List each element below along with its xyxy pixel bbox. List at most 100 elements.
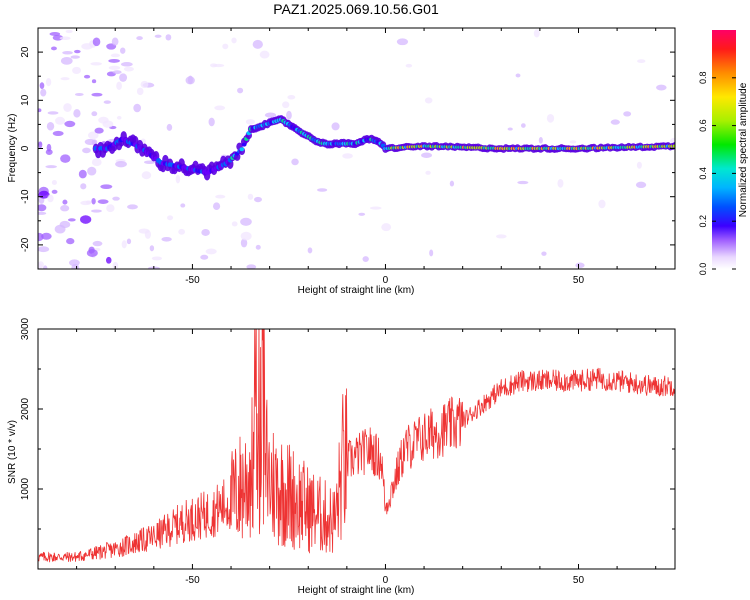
spectrogram-ridge-core <box>239 147 245 152</box>
spectrogram-speckle <box>98 116 109 124</box>
spectrogram-speckle <box>201 228 210 236</box>
spectrogram-speckle <box>175 174 181 184</box>
spectrogram-speckle <box>291 158 299 166</box>
spectrogram-speckle <box>60 205 70 212</box>
spectrogram-speckle <box>254 196 262 203</box>
spectrogram-speckle <box>38 246 50 253</box>
spectrogram-speckle <box>161 236 172 242</box>
spectrogram-speckle <box>105 256 112 264</box>
colorbar-tick-label: 0.2 <box>698 215 708 228</box>
colorbar-tick-label: 0.8 <box>698 72 708 85</box>
spectrogram-speckle <box>100 184 113 189</box>
snr-line <box>38 329 675 563</box>
snr-xtick-label: -50 <box>185 575 200 586</box>
spectrogram-speckle <box>91 92 103 97</box>
spectrogram-speckle <box>317 188 328 192</box>
spectrogram-speckle <box>90 62 103 66</box>
spectrogram-speckle <box>116 81 122 90</box>
spectrogram-speckle <box>91 197 96 205</box>
spectrogram-speckle <box>520 123 526 128</box>
spectrogram-speckle <box>429 249 434 257</box>
spectrogram-speckle <box>112 196 120 201</box>
spectrogram-speckle <box>396 38 409 46</box>
spectrogram-speckle <box>67 218 76 222</box>
spectrogram-speckle <box>72 66 82 74</box>
spectrogram-speckle <box>246 264 257 269</box>
colorbar: 0.0 0.2 0.4 0.6 0.8 Normalized spectral ampl… <box>698 30 749 275</box>
spectrogram-speckle <box>51 179 57 185</box>
spectrogram-speckle <box>73 109 81 118</box>
spectrogram-speckle <box>91 209 102 213</box>
spectrogram-speckle <box>286 110 292 120</box>
spectrogram-speckle <box>108 58 120 63</box>
spectrogram-speckle <box>200 254 209 260</box>
spectrogram-speckle <box>331 122 340 131</box>
spectrogram-speckle <box>64 120 76 128</box>
colorbar-tick-label: 0.4 <box>698 167 708 180</box>
spectrogram-speckle <box>81 43 93 50</box>
spectrogram-speckle <box>78 169 87 179</box>
spectrogram-speckle <box>255 244 261 250</box>
colorbar-gradient <box>712 30 736 269</box>
spectrogram-speckle <box>623 111 632 117</box>
spectrogram-speckle <box>240 231 252 241</box>
spectrogram-speckle <box>65 29 73 34</box>
spectrogram-marks <box>38 29 675 269</box>
spectrogram-speckle <box>136 87 144 96</box>
spectrogram-speckle <box>121 240 127 249</box>
spectrogram-speckle <box>115 160 127 168</box>
spectrogram-speckle <box>80 200 92 206</box>
spectrogram-ytick-label: -10 <box>20 189 31 204</box>
spectrogram-speckle <box>533 29 540 38</box>
spectrogram-xtick-label: 50 <box>573 275 585 286</box>
spectrogram-speckle <box>54 224 66 234</box>
spectrogram-speckle <box>231 221 238 227</box>
spectrogram-speckle <box>108 65 121 70</box>
spectrogram-speckle <box>45 78 52 87</box>
spectrogram-speckle <box>264 112 277 118</box>
spectrogram-speckle <box>358 212 366 216</box>
spectrogram-speckle <box>86 249 98 257</box>
spectrogram-speckle <box>546 114 555 123</box>
spectrogram-speckle <box>47 194 54 203</box>
spectrogram-ridge-core <box>241 142 247 147</box>
snr-plot-area <box>38 329 675 569</box>
spectrogram-speckle <box>39 82 45 90</box>
spectrogram-speckle <box>97 199 109 204</box>
spectrogram-speckle <box>212 202 221 211</box>
spectrogram-speckle <box>38 232 44 242</box>
spectrogram-speckle <box>557 178 564 188</box>
spectrogram-speckle <box>60 77 70 81</box>
spectrogram-speckle <box>515 73 521 78</box>
spectrogram-speckle <box>166 123 173 131</box>
spectrogram-speckle <box>120 62 133 67</box>
spectrogram-speckle <box>178 228 186 235</box>
spectrogram-xlabel: Height of straight line (km) <box>298 285 415 296</box>
spectrogram-speckle <box>70 55 80 59</box>
spectrogram-speckle <box>60 154 71 163</box>
spectrogram-speckle <box>210 63 218 68</box>
spectrogram-speckle <box>91 79 97 84</box>
spectrogram-speckle <box>87 166 97 176</box>
spectrogram-speckle <box>45 149 53 156</box>
spectrogram-speckle <box>71 263 80 269</box>
snr-xlabel: Height of straight line (km) <box>298 585 415 596</box>
spectrogram-ytick-label: 0 <box>20 145 31 151</box>
spectrogram-speckle <box>111 37 119 46</box>
spectrogram-speckle <box>106 204 115 213</box>
spectrogram-speckle <box>425 170 431 175</box>
spectrogram-speckle <box>83 74 91 79</box>
spectrogram-speckle <box>66 238 75 245</box>
spectrogram-xtick-label: -50 <box>185 275 200 286</box>
spectrogram-speckle <box>63 103 72 112</box>
spectrogram-speckle <box>59 36 71 40</box>
spectrogram-speckle <box>180 203 186 208</box>
spectrogram-speckle <box>575 262 585 269</box>
spectrogram-speckle <box>74 92 84 96</box>
spectrogram-speckle <box>141 171 152 180</box>
spectrogram-speckle <box>635 181 647 189</box>
spectrogram-speckle <box>51 46 57 51</box>
spectrogram-speckle <box>215 194 226 199</box>
spectrogram-speckle <box>495 234 507 239</box>
